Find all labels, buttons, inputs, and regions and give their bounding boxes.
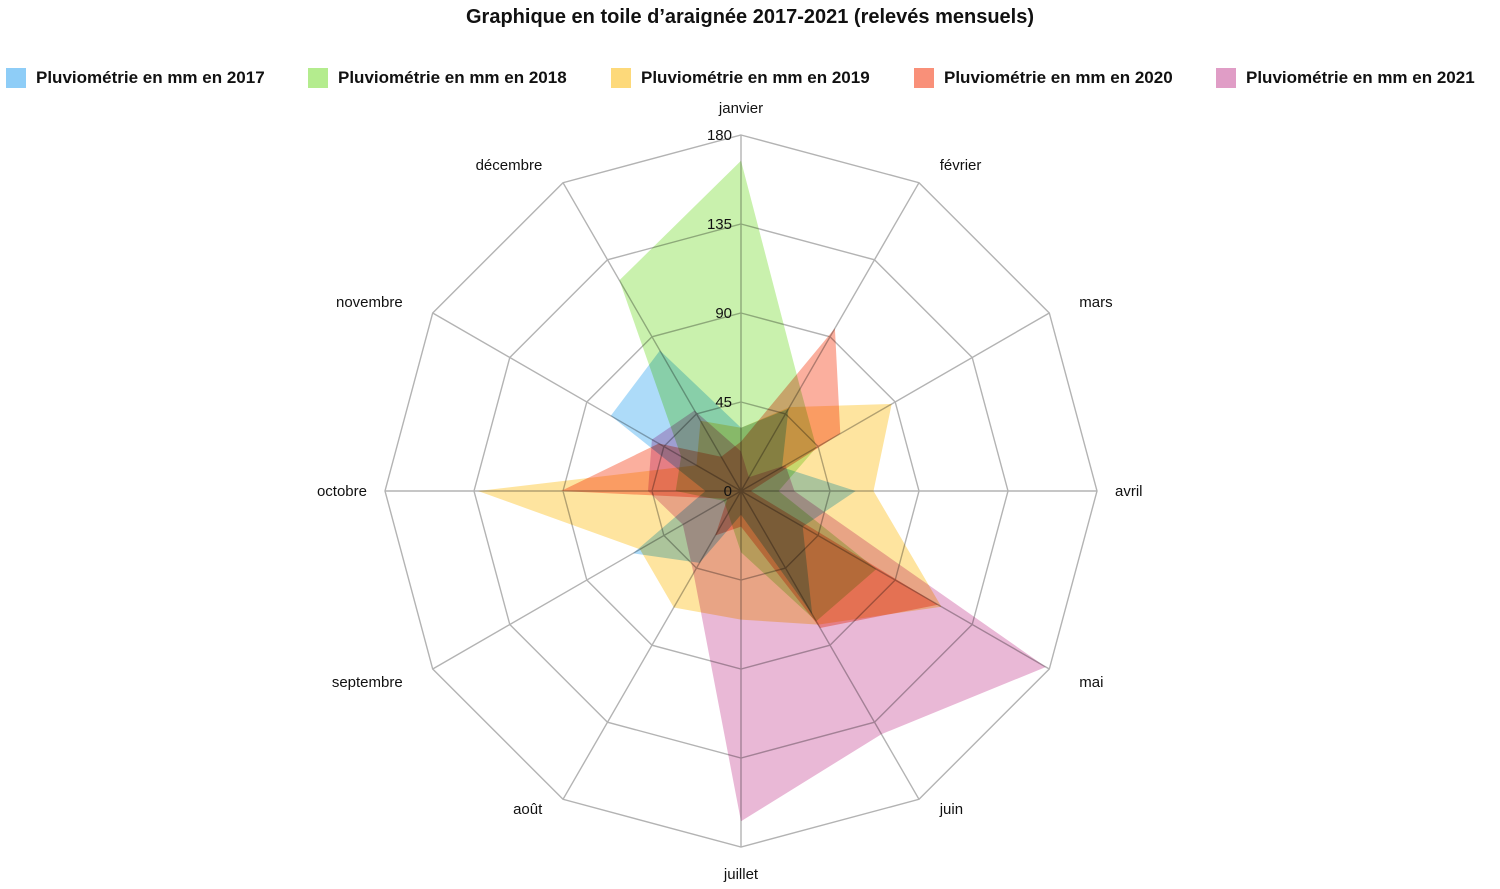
legend-swatch: [1216, 68, 1236, 88]
series-area-2: [619, 160, 877, 622]
legend-swatch: [914, 68, 934, 88]
legend-item-4[interactable]: Pluviométrie en mm en 2020: [914, 66, 1173, 90]
tick-label-180: 180: [707, 127, 732, 144]
legend-item-5[interactable]: Pluviométrie en mm en 2021: [1216, 66, 1475, 90]
legend-swatch: [6, 68, 26, 88]
legend-label: Pluviométrie en mm en 2021: [1246, 68, 1475, 87]
legend-label: Pluviométrie en mm en 2017: [36, 68, 265, 87]
axis-label-août: août: [513, 801, 543, 818]
chart-title: Graphique en toile d’araignée 2017-2021 …: [465, 6, 1035, 28]
axis-label-avril: avril: [1115, 483, 1143, 500]
legend-item-2[interactable]: Pluviométrie en mm en 2018: [308, 66, 567, 90]
axis-label-février: février: [940, 157, 982, 174]
axis-label-juillet: juillet: [723, 866, 759, 883]
legend-label: Pluviométrie en mm en 2018: [338, 68, 567, 87]
legend-swatch: [611, 68, 631, 88]
axis-label-septembre: septembre: [332, 674, 403, 691]
axis-label-décembre: décembre: [476, 157, 543, 174]
legend-swatch: [308, 68, 328, 88]
legend-label: Pluviométrie en mm en 2019: [641, 68, 870, 87]
tick-label-45: 45: [715, 394, 732, 411]
axis-label-mai: mai: [1079, 674, 1103, 691]
series-area-5: [648, 410, 1046, 822]
axis-label-juin: juin: [939, 801, 963, 818]
axis-label-janvier: janvier: [718, 100, 763, 117]
axis-label-novembre: novembre: [336, 294, 403, 311]
axis-label-octobre: octobre: [317, 483, 367, 500]
legend: Pluviométrie en mm en 2017 Pluviométrie e…: [0, 66, 1500, 90]
tick-label-135: 135: [707, 216, 732, 233]
tick-label-90: 90: [715, 305, 732, 322]
legend-item-1[interactable]: Pluviométrie en mm en 2017: [6, 66, 265, 90]
tick-label-0: 0: [724, 483, 732, 500]
legend-label: Pluviométrie en mm en 2020: [944, 68, 1173, 87]
axis-label-mars: mars: [1079, 294, 1112, 311]
legend-item-3[interactable]: Pluviométrie en mm en 2019: [611, 66, 870, 90]
